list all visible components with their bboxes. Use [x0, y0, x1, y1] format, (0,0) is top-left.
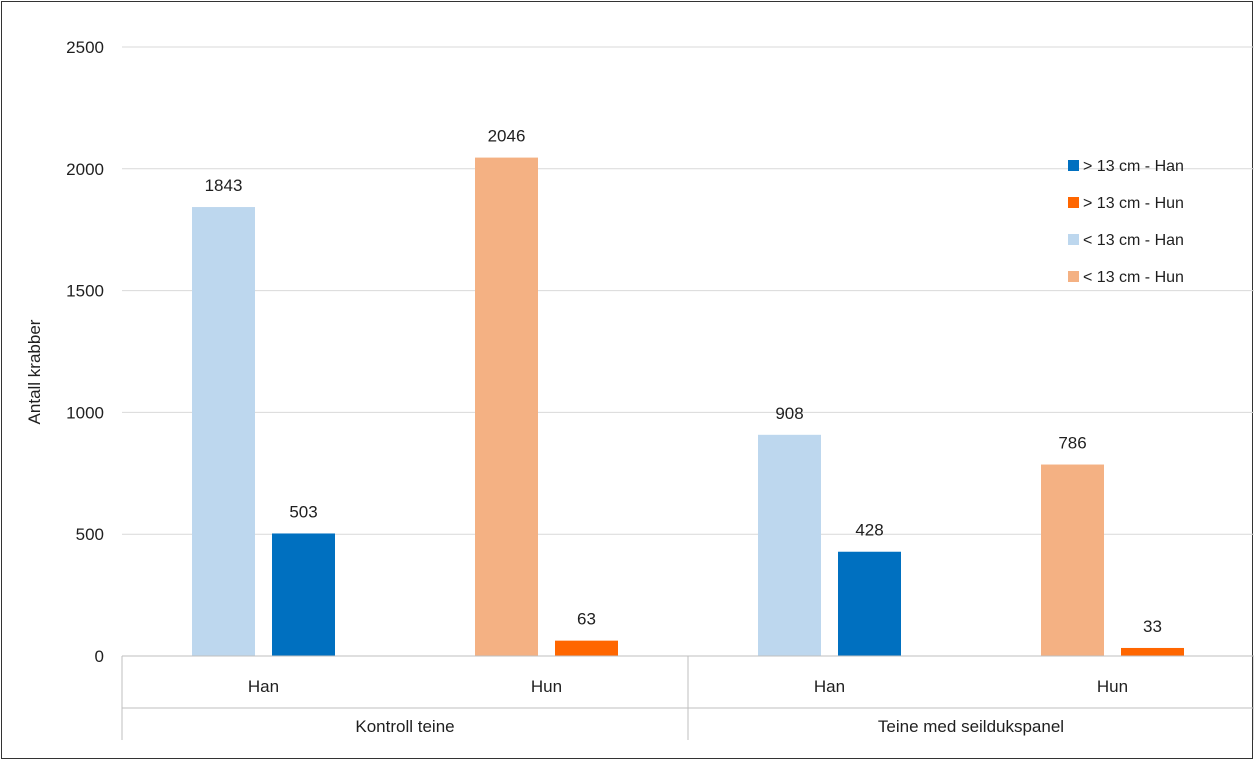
legend-swatch — [1068, 197, 1079, 208]
legend-label: < 13 cm - Hun — [1083, 269, 1184, 286]
data-label: 63 — [577, 610, 596, 629]
legend-swatch — [1068, 234, 1079, 245]
bar — [475, 157, 538, 656]
data-label: 503 — [289, 502, 317, 521]
bar — [758, 434, 821, 656]
bar — [1121, 647, 1184, 656]
bar — [555, 640, 618, 656]
legend: > 13 cm - Han > 13 cm - Hun < 13 cm - Han <… — [1068, 158, 1184, 286]
y-tick-label: 2500 — [66, 38, 104, 57]
bar — [838, 551, 901, 656]
data-label: 908 — [775, 404, 803, 423]
data-label: 1843 — [205, 176, 243, 195]
data-labels: 1843 503 2046 63 908 428 786 33 — [205, 127, 1162, 636]
category-label: Han — [814, 677, 845, 696]
data-label: 786 — [1058, 434, 1086, 453]
legend-swatch — [1068, 271, 1079, 282]
group-label: Kontroll teine — [355, 717, 454, 736]
legend-swatch — [1068, 160, 1079, 171]
y-tick-label: 1500 — [66, 282, 104, 301]
y-tick-label: 0 — [95, 647, 104, 666]
bar — [192, 207, 255, 656]
data-label: 33 — [1143, 617, 1162, 636]
y-tick-label: 500 — [76, 525, 104, 544]
category-label: Hun — [531, 677, 562, 696]
category-label: Hun — [1097, 677, 1128, 696]
category-axis: Han Hun Kontroll teine Han Hun Teine med seil… — [121, 655, 1254, 740]
group-label: Teine med seildukspanel — [878, 717, 1064, 736]
category-label: Han — [248, 677, 279, 696]
bar — [272, 533, 335, 656]
data-label: 428 — [855, 521, 883, 540]
y-axis-ticks: 0 500 1000 1500 2000 2500 — [66, 38, 104, 666]
y-tick-label: 1000 — [66, 403, 104, 422]
legend-label: > 13 cm - Hun — [1083, 195, 1184, 212]
data-label: 2046 — [488, 127, 526, 146]
y-tick-label: 2000 — [66, 160, 104, 179]
legend-label: > 13 cm - Han — [1083, 158, 1184, 175]
legend-label: < 13 cm - Han — [1083, 232, 1184, 249]
y-axis-label: Antall krabber — [25, 319, 44, 424]
bars — [192, 157, 1184, 656]
bar — [1041, 464, 1104, 656]
